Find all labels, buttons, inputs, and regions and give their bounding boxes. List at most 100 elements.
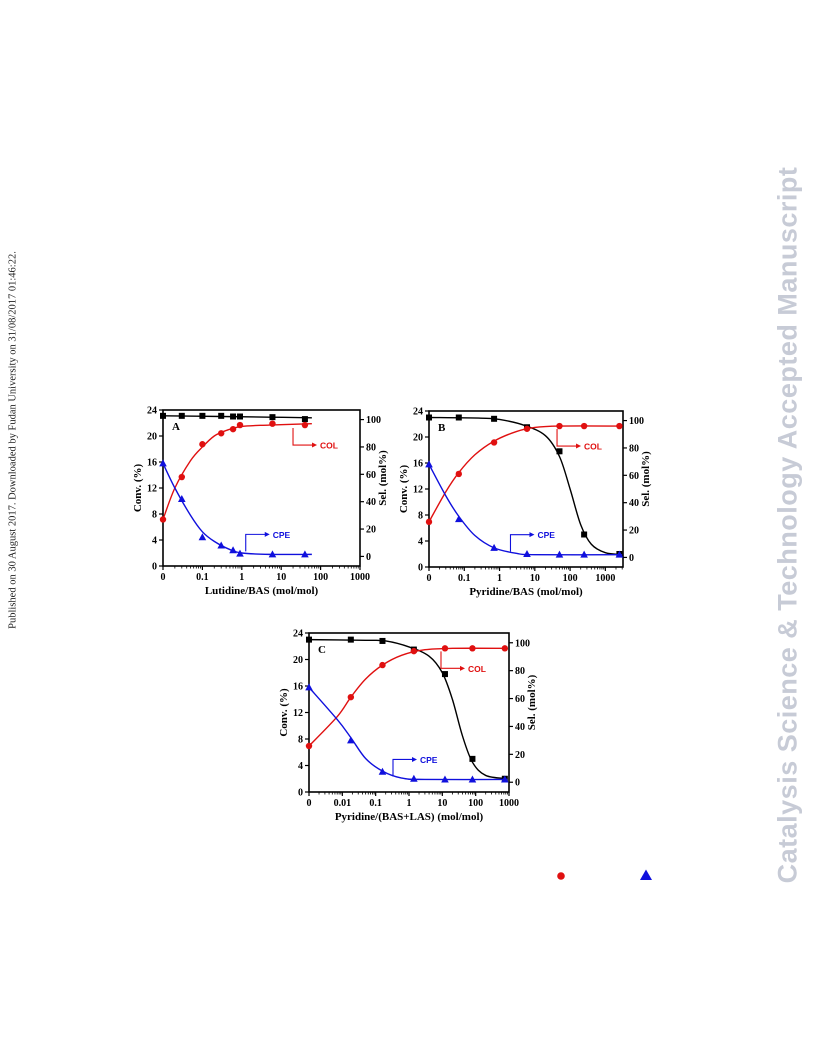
cpe-arrow-line [392, 758, 413, 777]
data-point-col [159, 516, 167, 523]
data-point-cpe [301, 550, 309, 558]
col-arrow-line [292, 428, 314, 446]
y-right-tick-label: 40 [366, 497, 376, 508]
y-left-tick-label: 20 [413, 433, 423, 444]
x-tick-label: 0.1 [369, 798, 382, 809]
data-point-conv [441, 671, 448, 678]
fit-curve-conv [308, 638, 508, 780]
cpe-arrow-line [509, 534, 531, 552]
data-point-col [217, 430, 225, 437]
x-tick-label: 10 [276, 572, 286, 583]
x-axis-label: Lutidine/BAS (mol/mol) [205, 585, 319, 597]
fit-curve-cpe [308, 686, 508, 781]
y-left-tick-label: 8 [418, 511, 423, 522]
x-tick-label: 1000 [499, 798, 519, 809]
data-point-conv [230, 413, 237, 420]
data-point-col [379, 661, 386, 669]
data-point-conv [469, 755, 476, 762]
chart-panel-a: 0 0.1 1 10 100 1000 0 4 8 12 16 20 24 0 20 40 60 80 100 Lut… [132, 406, 389, 598]
y-left-tick-label: 16 [413, 459, 423, 470]
y-right-tick-label: 0 [366, 552, 371, 563]
y-right-tick-label: 0 [515, 778, 520, 789]
data-point-conv [581, 531, 588, 538]
data-point-conv [455, 414, 462, 421]
col-annotation: COL [320, 441, 338, 451]
data-point-cpe [441, 775, 449, 783]
x-tick-label: 1000 [350, 572, 370, 583]
y-left-tick-label: 4 [152, 536, 157, 547]
y-left-tick-label: 0 [298, 788, 303, 799]
data-point-conv [306, 636, 312, 643]
y-right-tick-label: 60 [366, 470, 376, 481]
data-point-cpe [501, 775, 509, 783]
data-point-cpe [378, 767, 387, 775]
data-point-cpe [159, 459, 167, 467]
data-point-col [490, 439, 498, 446]
y-right-tick-label: 20 [366, 525, 376, 536]
x-tick-label: 0.1 [458, 573, 471, 584]
data-point-col [425, 518, 433, 526]
y-right-tick-label: 100 [629, 416, 644, 427]
data-point-conv [269, 414, 276, 421]
y-right-tick-label: 20 [515, 750, 525, 761]
data-point-col [347, 693, 355, 701]
y-left-tick-label: 20 [147, 432, 157, 443]
data-point-cpe [425, 460, 433, 468]
data-point-col [236, 421, 244, 429]
x-tick-label: 0.1 [196, 572, 209, 583]
data-point-col [501, 645, 509, 652]
cpe-annotation: CPE [273, 530, 291, 540]
y-left-axis-label: Conv. (%) [398, 465, 410, 514]
legend-cpe-triangle-icon [640, 869, 652, 880]
publication-side-note: Published on 30 August 2017. Downloaded … [4, 245, 22, 635]
x-tick-label: 100 [468, 798, 483, 809]
cpe-arrow-line [245, 533, 266, 552]
y-right-axis-label: Sel. (mol%) [377, 450, 389, 506]
data-point-cpe [523, 550, 531, 557]
cpe-arrow-head-icon [412, 756, 417, 762]
data-point-col [523, 425, 531, 432]
data-point-cpe [198, 533, 207, 541]
cpe-annotation: CPE [420, 755, 438, 765]
y-left-tick-label: 16 [293, 682, 303, 693]
col-annotation: COL [468, 664, 486, 674]
col-arrow-head-icon [460, 665, 465, 671]
data-point-cpe [268, 550, 277, 558]
data-point-conv [218, 412, 225, 419]
col-annotation: COL [584, 442, 602, 452]
cpe-arrow-head-icon [529, 532, 535, 538]
x-axis-label: Pyridine/BAS (mol/mol) [469, 586, 583, 598]
data-point-cpe [580, 550, 588, 558]
data-point-cpe [236, 549, 244, 557]
data-point-col [556, 422, 563, 430]
data-point-conv [178, 412, 185, 419]
fit-curve-col [162, 422, 312, 520]
y-left-tick-label: 4 [298, 761, 303, 772]
y-left-tick-label: 20 [293, 655, 303, 666]
panel-letter: C [318, 644, 326, 656]
y-right-tick-label: 60 [629, 471, 639, 482]
plot-frame [162, 409, 361, 567]
data-point-cpe [490, 543, 498, 551]
x-tick-label: 0 [307, 798, 312, 809]
data-point-cpe [410, 774, 418, 782]
data-point-col [441, 645, 449, 652]
y-left-tick-label: 12 [147, 484, 157, 495]
data-point-conv [379, 637, 386, 644]
data-point-cpe [468, 775, 477, 783]
y-left-tick-label: 12 [293, 708, 303, 719]
y-right-axis-label: Sel. (mol%) [526, 674, 538, 730]
x-tick-label: 10 [437, 798, 447, 809]
y-left-tick-label: 24 [147, 406, 157, 417]
x-tick-label: 10 [530, 573, 540, 584]
y-right-tick-label: 20 [629, 526, 639, 537]
x-tick-label: 1000 [595, 573, 615, 584]
y-left-tick-label: 8 [298, 735, 303, 746]
y-left-axis-label: Conv. (%) [132, 464, 144, 513]
journal-watermark: Catalysis Science & Technology Accepted … [768, 130, 808, 920]
data-point-col [580, 422, 588, 430]
x-tick-label: 1 [239, 572, 244, 583]
y-right-tick-label: 80 [366, 442, 376, 453]
y-right-tick-label: 60 [515, 694, 525, 705]
col-arrow-line [440, 651, 461, 669]
